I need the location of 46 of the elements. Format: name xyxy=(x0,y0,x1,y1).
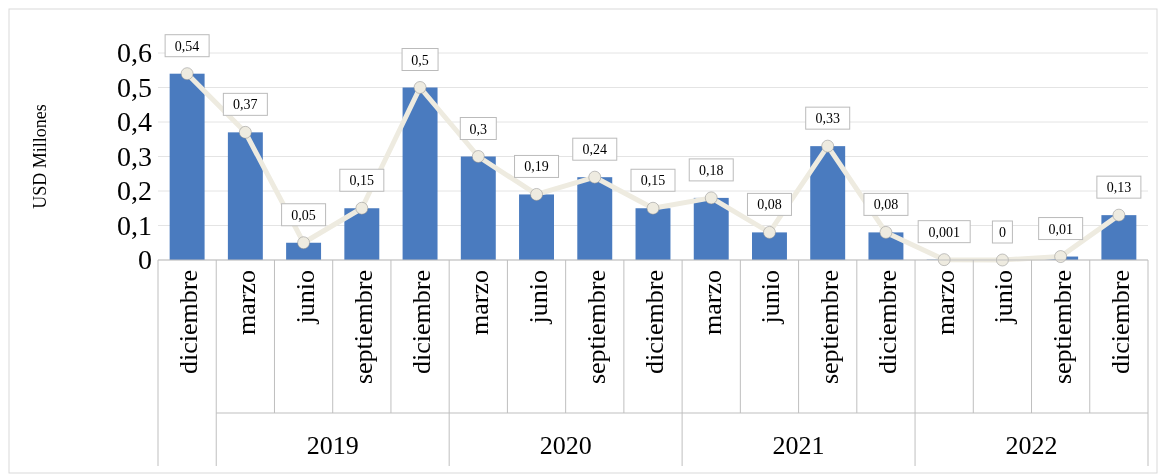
x-tick-label: junio xyxy=(523,270,553,325)
x-tick-label: diciembre xyxy=(1105,270,1135,374)
text: 2022 xyxy=(1005,431,1058,460)
data-label: 0,15 xyxy=(349,173,375,189)
data-label: 0,3 xyxy=(469,121,488,137)
x-tick-label: junio xyxy=(756,270,786,325)
x-tick-label: diciembre xyxy=(640,270,669,374)
x-tick-label: septiembre xyxy=(1047,270,1077,385)
y-tick-label: 0 xyxy=(138,244,152,275)
data-label: 0,08 xyxy=(757,197,782,213)
data-label: 0,33 xyxy=(815,111,840,127)
text: 2019 xyxy=(306,431,359,460)
y-tick-label: 0,2 xyxy=(117,175,152,206)
y-tick-label: 0,3 xyxy=(117,140,152,172)
text: 2021 xyxy=(772,431,825,460)
x-tick-label: diciembre xyxy=(872,270,902,374)
data-label: 0,01 xyxy=(1048,221,1073,237)
data-label: 0,05 xyxy=(291,207,316,223)
data-label: 0,24 xyxy=(582,142,608,158)
x-tick-label: diciembre xyxy=(174,270,204,374)
x-tick-label: septiembre xyxy=(581,270,611,385)
data-label: 0,18 xyxy=(698,162,724,178)
x-tick-label: marzo xyxy=(698,270,728,335)
data-label: 0,19 xyxy=(524,159,549,175)
x-tick-label: marzo xyxy=(232,270,262,335)
data-label: 0,5 xyxy=(411,52,429,68)
data-label: 0,37 xyxy=(233,97,258,113)
x-tick-label: marzo xyxy=(931,270,961,335)
y-tick-label: 0,5 xyxy=(117,71,152,103)
x-tick-label: marzo xyxy=(465,270,495,335)
data-label: 0,15 xyxy=(640,173,666,189)
y-axis-title: USD Millones xyxy=(30,104,50,209)
text: 2020 xyxy=(539,431,592,460)
y-tick-label: 0,6 xyxy=(117,37,152,68)
x-tick-label: septiembre xyxy=(814,270,844,385)
data-label: 0,001 xyxy=(928,224,960,240)
y-tick-label: 0,1 xyxy=(117,209,152,241)
y-tick-label: 0,4 xyxy=(117,106,152,137)
data-label: 0 xyxy=(998,225,1006,240)
data-label: 0,54 xyxy=(174,38,200,54)
x-tick-label: septiembre xyxy=(348,270,378,385)
x-tick-label: junio xyxy=(290,270,320,325)
x-tick-label: diciembre xyxy=(407,270,437,374)
x-tick-label: junio xyxy=(989,270,1019,325)
data-label: 0,08 xyxy=(873,197,899,213)
data-label: 0,13 xyxy=(1106,180,1132,196)
